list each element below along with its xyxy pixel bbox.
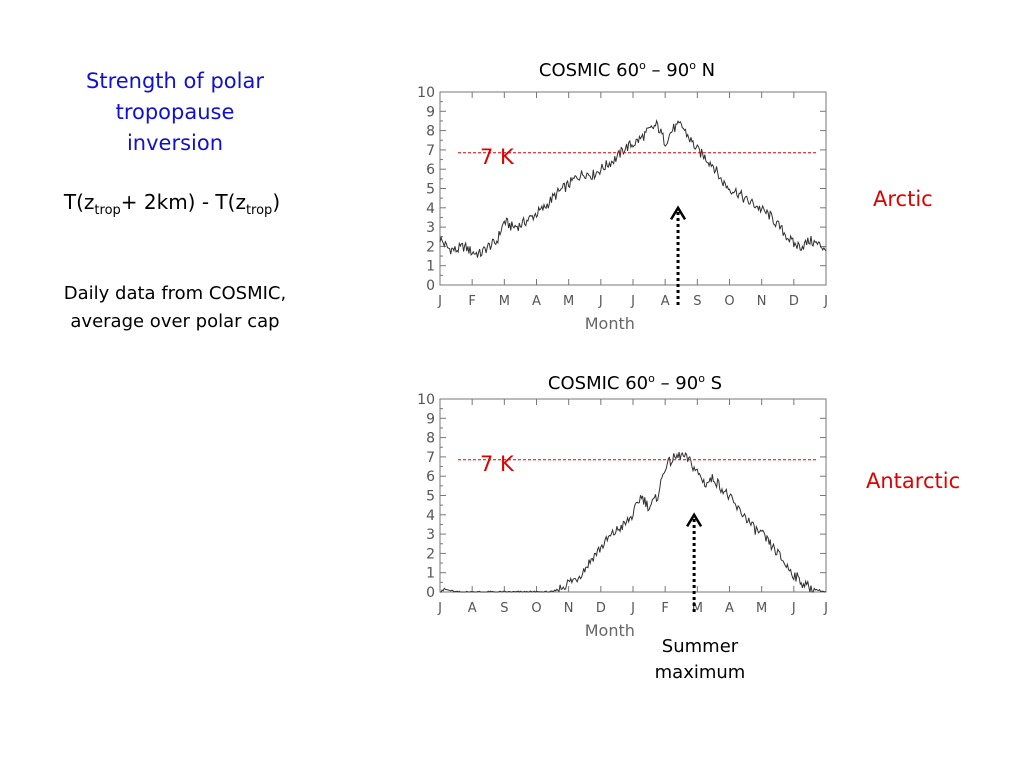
x-tick-label: S (693, 294, 701, 309)
panel-title-line: tropopause (115, 100, 235, 124)
x-tick-label: F (468, 294, 475, 309)
x-tick-label: A (661, 294, 670, 309)
region-label-antarctic: Antarctic (866, 469, 961, 493)
threshold-label: 7 K (480, 145, 515, 169)
x-tick-label: J (598, 294, 603, 309)
x-tick-label: D (789, 294, 799, 309)
x-tick-label: D (596, 601, 606, 616)
x-tick-label: O (531, 601, 541, 616)
y-tick-label: 1 (426, 259, 435, 275)
x-tick-label: M (563, 294, 574, 309)
x-tick-label: J (823, 601, 828, 616)
y-tick-label: 0 (426, 585, 435, 601)
y-tick-label: 5 (426, 182, 435, 198)
y-tick-label: 2 (426, 546, 435, 562)
inversion-formula: T(ztrop+ 2km) - T(ztrop) (22, 190, 322, 218)
y-tick-label: 6 (426, 469, 435, 485)
y-tick-label: 3 (426, 527, 435, 543)
x-tick-label: A (532, 294, 541, 309)
y-tick-label: 1 (426, 566, 435, 582)
title-part: – 90 (654, 373, 699, 394)
panel-title: Strength of polar tropopause inversion (40, 66, 310, 159)
data-series-line (439, 119, 827, 258)
title-superscript: o (639, 59, 646, 72)
summer-arrow-head (669, 205, 687, 221)
formula-subscript: trop (245, 203, 273, 218)
data-source-note: Daily data from COSMIC, average over pol… (20, 280, 330, 336)
title-part: S (704, 373, 723, 394)
note-line: average over polar cap (70, 311, 280, 332)
x-tick-label: N (757, 294, 767, 309)
x-axis-label: Month (585, 314, 635, 333)
y-tick-label: 10 (417, 85, 435, 101)
data-series-line (440, 451, 826, 593)
title-part: COSMIC 60 (547, 373, 649, 394)
y-tick-label: 8 (426, 124, 435, 140)
y-tick-label: 4 (426, 508, 435, 524)
x-tick-label: M (756, 601, 767, 616)
x-tick-label: O (724, 294, 734, 309)
chart-title-antarctic: COSMIC 60o – 90o S (435, 372, 835, 394)
y-tick-label: 9 (426, 411, 435, 427)
panel-title-line: inversion (126, 131, 224, 155)
x-tick-label: F (661, 601, 668, 616)
y-tick-label: 7 (426, 450, 435, 466)
y-tick-label: 5 (426, 489, 435, 505)
y-tick-label: 7 (426, 143, 435, 159)
formula-part: ) (272, 190, 281, 214)
title-part: N (695, 60, 716, 81)
x-tick-label: J (437, 601, 442, 616)
x-tick-label: A (725, 601, 734, 616)
y-tick-label: 6 (426, 162, 435, 178)
x-tick-label: J (791, 601, 796, 616)
formula-part: + 2km) - T(z (120, 190, 246, 214)
title-superscript: o (698, 372, 705, 385)
x-tick-label: J (437, 294, 442, 309)
title-superscript: o (689, 59, 696, 72)
chart-title-arctic: COSMIC 60o – 90o N (427, 59, 827, 81)
x-tick-label: M (692, 601, 703, 616)
x-tick-label: S (500, 601, 508, 616)
panel-title-line: Strength of polar (86, 69, 264, 93)
summer-arrow-head (686, 512, 703, 528)
x-tick-label: J (630, 294, 635, 309)
title-superscript: o (648, 372, 655, 385)
x-tick-label: M (499, 294, 510, 309)
x-tick-label: J (630, 601, 635, 616)
x-axis-label: Month (585, 621, 635, 640)
y-tick-label: 4 (426, 201, 435, 217)
annotation-line: Summer (661, 636, 739, 657)
y-tick-label: 2 (426, 239, 435, 255)
x-tick-label: J (823, 294, 828, 309)
plot-frame (439, 398, 827, 593)
y-tick-label: 0 (426, 278, 435, 294)
formula-part: T(z (63, 190, 95, 214)
y-tick-label: 10 (417, 392, 435, 408)
region-label-arctic: Arctic (873, 187, 933, 211)
annotation-line: maximum (654, 662, 746, 683)
threshold-label: 7 K (480, 452, 515, 476)
formula-subscript: trop (94, 203, 121, 218)
y-tick-label: 3 (426, 220, 435, 236)
note-line: Daily data from COSMIC, (63, 283, 287, 304)
x-tick-label: A (468, 601, 477, 616)
title-part: – 90 (645, 60, 690, 81)
x-tick-label: N (564, 601, 574, 616)
title-part: COSMIC 60 (538, 60, 640, 81)
y-tick-label: 9 (426, 104, 435, 120)
summer-maximum-annotation: Summer maximum (630, 634, 770, 686)
y-tick-label: 8 (426, 431, 435, 447)
